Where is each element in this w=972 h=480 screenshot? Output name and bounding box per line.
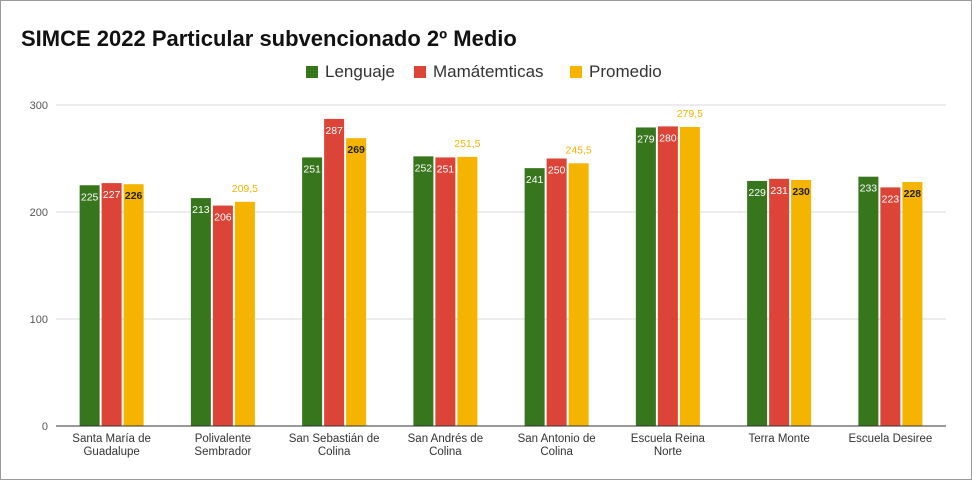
- category-label-4: San Antonio de: [518, 433, 596, 445]
- bar-5-1: [657, 126, 678, 427]
- data-label-2-0: 251: [303, 163, 321, 175]
- chart-title: SIMCE 2022 Particular subvencionado 2º M…: [21, 26, 517, 51]
- legend: Lenguaje Mamátemticas Promedio: [306, 62, 662, 81]
- data-label-6-0: 229: [748, 187, 766, 199]
- data-label-5-2: 279,5: [677, 108, 703, 120]
- y-tick-label: 300: [30, 100, 48, 112]
- legend-swatch-2: [570, 66, 582, 78]
- data-label-2-1: 287: [325, 125, 343, 137]
- bar-4-2: [568, 163, 589, 426]
- category-label-1: Polivalente: [195, 433, 251, 445]
- category-label-5: Escuela Reina: [631, 433, 706, 445]
- y-tick-label: 0: [42, 421, 48, 433]
- gridlines: [56, 104, 946, 320]
- bar-0-2: [123, 184, 144, 426]
- data-label-1-1: 206: [214, 212, 232, 224]
- category-label-2: San Sebastián de: [289, 433, 380, 445]
- category-label-0: Guadalupe: [83, 446, 139, 458]
- category-label-3: San Andrés de: [408, 433, 483, 445]
- bar-1-1: [212, 205, 233, 426]
- bar-2-2: [346, 138, 367, 427]
- category-label-4: Colina: [540, 446, 573, 458]
- bar-3-1: [435, 157, 456, 426]
- data-label-3-1: 251: [437, 163, 455, 175]
- bar-1-0: [190, 198, 211, 426]
- legend-swatch-1: [414, 66, 426, 78]
- data-label-6-2: 230: [792, 186, 810, 198]
- data-label-5-0: 279: [637, 133, 655, 145]
- legend-label-2: Promedio: [589, 62, 662, 81]
- data-label-1-2: 209,5: [232, 183, 258, 195]
- data-label-1-0: 213: [192, 204, 210, 216]
- bar-0-1: [101, 183, 122, 426]
- data-labels: 225 227 226 213 206 209,5 251 287 269 252 251 251,5…: [81, 108, 921, 224]
- data-label-4-2: 245,5: [565, 144, 591, 156]
- category-label-7: Escuela Desiree: [849, 433, 933, 445]
- bars: [79, 118, 923, 427]
- bar-5-0: [635, 127, 656, 426]
- data-label-7-2: 228: [904, 188, 922, 200]
- data-label-7-1: 223: [882, 193, 900, 205]
- legend-swatch-0: [306, 66, 318, 78]
- bar-7-1: [880, 187, 901, 426]
- data-label-2-2: 269: [347, 144, 365, 156]
- bar-1-2: [234, 201, 255, 426]
- bar-6-2: [791, 179, 812, 426]
- bar-3-0: [413, 156, 434, 427]
- data-label-0-0: 225: [81, 191, 99, 203]
- data-label-4-0: 241: [526, 174, 544, 186]
- data-label-6-1: 231: [770, 185, 788, 197]
- bar-4-0: [524, 168, 545, 426]
- y-axis-ticks: 0 100 200 300: [30, 100, 48, 433]
- data-label-0-2: 226: [125, 190, 143, 202]
- bar-7-0: [858, 176, 879, 426]
- data-label-3-0: 252: [415, 162, 433, 174]
- category-label-2: Colina: [318, 446, 351, 458]
- bar-7-2: [902, 182, 923, 426]
- data-label-4-1: 250: [548, 165, 566, 177]
- category-label-3: Colina: [429, 446, 462, 458]
- data-label-3-2: 251,5: [454, 138, 480, 150]
- bar-4-1: [546, 158, 567, 426]
- bar-3-2: [457, 156, 478, 426]
- category-label-1: Sembrador: [194, 446, 251, 458]
- bar-2-1: [324, 118, 345, 426]
- legend-label-0: Lenguaje: [325, 62, 395, 81]
- bar-5-2: [679, 126, 700, 426]
- bar-6-1: [769, 178, 790, 426]
- category-label-6: Terra Monte: [748, 433, 809, 445]
- data-label-5-1: 280: [659, 132, 677, 144]
- bar-6-0: [747, 180, 768, 426]
- bar-2-0: [302, 157, 323, 426]
- category-label-5: Norte: [654, 446, 682, 458]
- data-label-7-0: 233: [860, 183, 878, 195]
- legend-label-1: Mamátemticas: [433, 62, 544, 81]
- y-tick-label: 100: [30, 314, 48, 326]
- y-tick-label: 200: [30, 207, 48, 219]
- bar-0-0: [79, 185, 100, 426]
- data-label-0-1: 227: [103, 189, 121, 201]
- category-label-0: Santa María de: [72, 433, 151, 445]
